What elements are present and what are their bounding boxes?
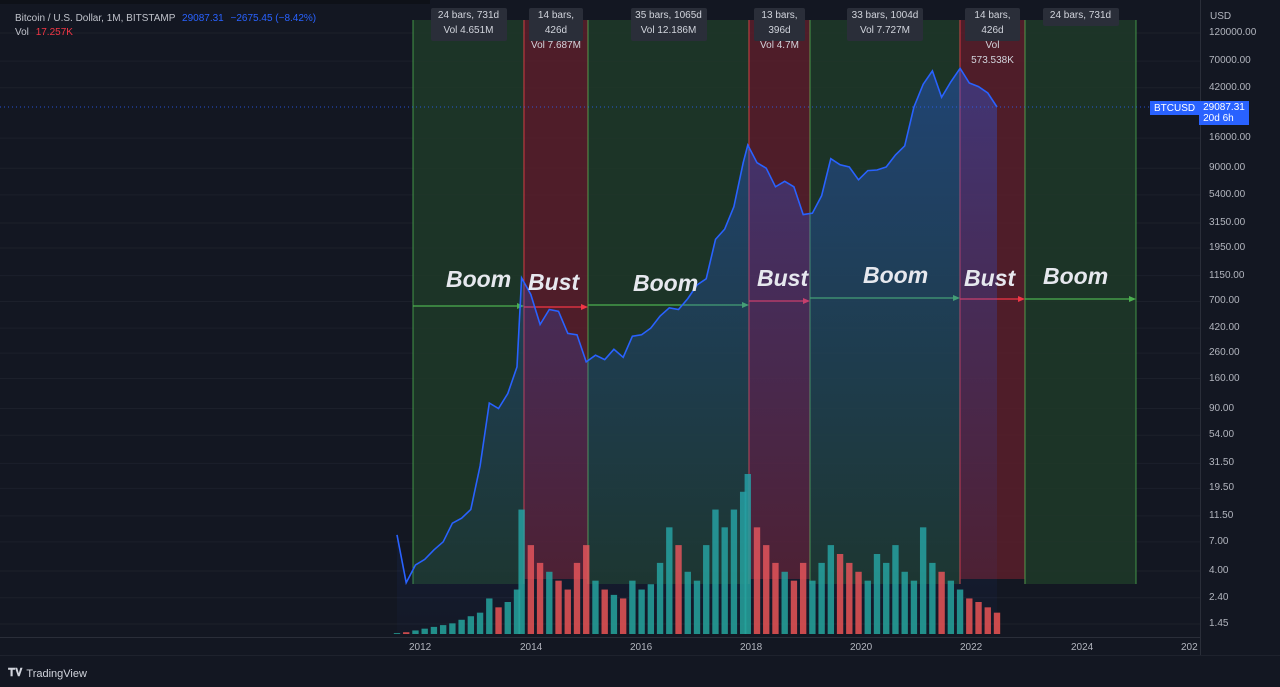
chart-canvas[interactable] (0, 0, 1200, 655)
price-tick: 70000.00 (1209, 55, 1251, 67)
legend-volume-row[interactable]: Vol 17.257K (15, 26, 316, 40)
range-arrowhead (581, 304, 588, 310)
volume-label: Vol (15, 27, 29, 38)
range-volume-text: Vol 12.186M (640, 25, 697, 36)
range-bars-text: 14 bars, 426d (974, 10, 1011, 36)
range-region (1025, 20, 1136, 584)
range-bars-text: 24 bars, 731d (437, 10, 500, 21)
phase-label-boom: Boom (446, 266, 512, 292)
range-volume-text: Vol 4.651M (443, 25, 494, 36)
price-tick: 4.00 (1209, 565, 1229, 577)
price-tick: 1.45 (1209, 618, 1229, 629)
price-tag: BTCUSD 29087.31 20d 6h (1150, 101, 1249, 125)
price-axis[interactable]: USD 120000.00 70000.00 42000.00 16000.00 900… (1200, 0, 1280, 655)
price-tick: 16000.00 (1209, 132, 1251, 144)
time-tick: 2020 (850, 642, 873, 653)
range-info-box: 35 bars, 1065d Vol 12.186M (630, 8, 707, 41)
phase-label-bust: Bust (757, 265, 809, 291)
currency-label: USD (1210, 11, 1232, 22)
top-strip (0, 0, 430, 4)
range-arrowhead (1018, 296, 1025, 302)
time-tick: 2022 (960, 642, 983, 653)
price-tick: 120000.00 (1209, 27, 1257, 38)
price-tick: 7.00 (1209, 535, 1229, 547)
price-tick: 90.00 (1209, 402, 1235, 414)
price-line (396, 66, 998, 586)
range-info-box: 33 bars, 1004d Vol 7.727M (847, 8, 923, 41)
price-tag-price: 29087.31 (1203, 102, 1245, 113)
time-tick: 202 (1181, 642, 1198, 653)
last-price: 29087.31 (182, 13, 224, 24)
price-area (397, 68, 997, 635)
symbol-name[interactable]: Bitcoin / U.S. Dollar, 1M, BITSTAMP (15, 13, 176, 24)
range-info-box: 24 bars, 731d Vol 4.651M (430, 8, 507, 41)
brand[interactable]: 𝐓𝐕 TradingView (8, 667, 87, 680)
phase-label-bust: Bust (528, 269, 580, 295)
price-tick: 11.50 (1209, 509, 1234, 521)
price-tag-ticker: BTCUSD (1150, 101, 1200, 115)
price-tick: 160.00 (1209, 372, 1240, 384)
range-volume-text: Vol 7.727M (859, 25, 911, 36)
legend-symbol-row[interactable]: Bitcoin / U.S. Dollar, 1M, BITSTAMP 2908… (15, 12, 316, 26)
range-bars-text: 24 bars, 731d (1049, 10, 1112, 21)
brand-name: TradingView (26, 667, 87, 680)
phase-label-boom: Boom (863, 262, 929, 288)
tradingview-logo-icon: 𝐓𝐕 (8, 667, 23, 679)
price-tick: 2.40 (1209, 591, 1229, 603)
price-tag-countdown: 20d 6h (1203, 113, 1234, 124)
range-info-box: 24 bars, 731d (1042, 8, 1119, 26)
price-tick: 5400.00 (1209, 188, 1246, 200)
time-tick: 2012 (409, 642, 432, 653)
price-tick: 1150.00 (1209, 269, 1245, 281)
price-tick: 700.00 (1209, 295, 1240, 307)
price-tick: 31.50 (1209, 457, 1235, 469)
time-tick: 2016 (630, 642, 653, 653)
time-tick: 2024 (1071, 642, 1094, 653)
price-tick: 54.00 (1209, 429, 1235, 441)
range-arrowhead (1129, 296, 1136, 302)
time-tick: 2014 (520, 642, 543, 653)
range-volume-text: Vol 7.687M (530, 40, 582, 51)
range-info-box: 14 bars, 426d Vol 573.538K (965, 8, 1020, 66)
price-tag-box: 29087.31 20d 6h (1199, 101, 1249, 125)
range-volume-text: Vol 573.538K (971, 40, 1014, 66)
range-bars-text: 35 bars, 1065d (635, 10, 702, 21)
volume-value: 17.257K (35, 27, 73, 38)
phase-label-boom: Boom (1043, 263, 1109, 289)
price-tick: 3150.00 (1209, 216, 1246, 228)
range-volume-text: Vol 4.7M (760, 40, 799, 51)
range-info-box: 13 bars, 396d Vol 4.7M (754, 8, 805, 51)
time-axis[interactable]: 2012 2014 2016 2018 2020 2022 2024 202 (0, 637, 1200, 656)
footer: 𝐓𝐕 TradingView (0, 655, 1280, 687)
price-tick: 19.50 (1209, 482, 1235, 494)
price-tick: 420.00 (1209, 322, 1240, 334)
price-tick: 1950.00 (1209, 242, 1246, 253)
phase-label-boom: Boom (633, 270, 699, 296)
price-tick: 42000.00 (1209, 81, 1251, 93)
range-bars-text: 33 bars, 1004d (851, 10, 919, 21)
time-tick: 2018 (740, 642, 763, 653)
phase-label-bust: Bust (964, 265, 1016, 291)
range-bars-text: 13 bars, 396d (761, 10, 798, 36)
price-tick: 260.00 (1209, 347, 1240, 359)
price-change: −2675.45 (−8.42%) (230, 13, 317, 24)
range-bars-text: 14 bars, 426d (537, 10, 575, 36)
price-tick: 9000.00 (1209, 162, 1246, 174)
range-info-box: 14 bars, 426d Vol 7.687M (529, 8, 583, 51)
legend: Bitcoin / U.S. Dollar, 1M, BITSTAMP 2908… (15, 12, 316, 40)
